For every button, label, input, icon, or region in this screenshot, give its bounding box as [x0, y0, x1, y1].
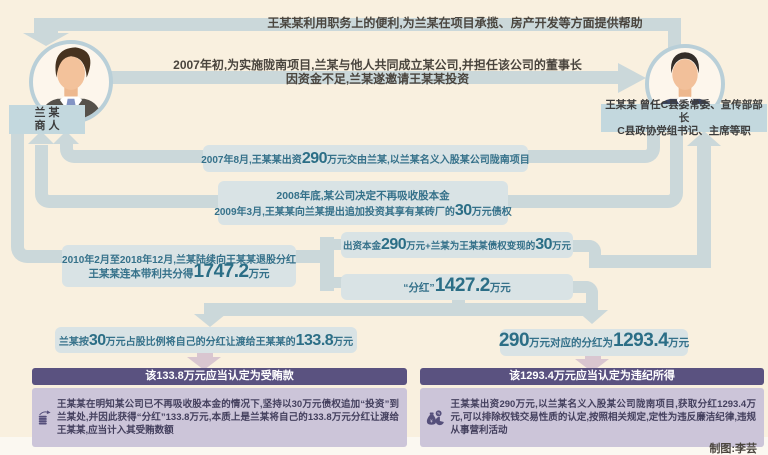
- event-debt-box: 2008年底,某公司决定不再吸收股本金 2009年3月,王某某向兰某提出追加投资…: [214, 181, 512, 225]
- money-bag-pie-icon: ¥ %: [426, 409, 444, 425]
- event-invest-box: 2007年8月,王某某出资 290 万元交由兰某,以兰某名义入股某公司陇南项目: [201, 145, 530, 172]
- invite-flow-band: [100, 71, 618, 84]
- invite-flow-right-arrow-icon: [618, 63, 646, 93]
- help-flow-left-stub: [34, 18, 58, 35]
- wang-title-line1: 王某某 曾任C县委常委、宣传部部长: [605, 98, 763, 124]
- to-wang-arrow-shaft: [697, 146, 711, 268]
- payout-to-bracket-band: [295, 250, 325, 263]
- bracket-stub-dividend: [330, 277, 342, 288]
- verdict-bribe-text: 王某某在明知某公司已不再吸收股本金的情况下,坚持以30万元债权追加“投资”到兰某…: [56, 399, 399, 436]
- distribution-left-down-arrow-icon: [194, 314, 226, 327]
- dividend-text: “分红” 1427.2 万元: [403, 274, 511, 296]
- help-flow-band: [34, 18, 681, 31]
- bribe-down-arrow-icon: [187, 357, 221, 370]
- verdict-discipline-text: 王某某出资290万元,以兰某名义入股某公司陇南项目,获取分红1293.4万元,可…: [450, 399, 756, 436]
- distribution-right-bridge: [586, 300, 598, 310]
- verdict-bribe-body: 王某某在明知某公司已不再吸收股本金的情况下,坚持以30万元债权追加“投资”到兰某…: [32, 388, 407, 447]
- wang-title-line2: C县政协党组书记、主席等职: [617, 124, 751, 137]
- wang-name-box: 王某某 曾任C县委常委、宣传部部长 C县政协党组书记、主席等职: [601, 99, 767, 137]
- coin-stack-growth-icon: [38, 409, 51, 424]
- capital-text: 出资本金 290 万元+兰某为王某某债权变现的 30 万元: [342, 236, 572, 253]
- invite-flow-text: 2007年初,为实施陇南项目,兰某与他人共同成立某公司,并担任该公司的董事长 因…: [130, 58, 625, 86]
- verdict-panel-bribe: 该133.8万元应当认定为受贿款 王某某在明知某公司已不再吸收股本金的情况下,坚…: [32, 368, 407, 447]
- verdict-bribe-header: 该133.8万元应当认定为受贿款: [32, 368, 407, 385]
- capital-box: 出资本金 290 万元+兰某为王某某债权变现的 30 万元: [341, 232, 573, 258]
- verdict-discipline-header: 该1293.4万元应当认定为违纪所得: [420, 368, 764, 385]
- to-wang-up-arrow-icon: [687, 131, 721, 146]
- invite-flow-line1: 2007年初,为实施陇南项目,兰某与他人共同成立某公司,并担任该公司的董事长: [173, 58, 582, 72]
- lan-role: 商 人: [34, 119, 60, 132]
- credit-text: 制图:李芸: [709, 443, 757, 455]
- event-payout-box: 2010年2月至2018年12月,兰某陆续向王某某退股分红 王某某连本带利共分得…: [62, 245, 296, 287]
- verdict-panel-discipline: 该1293.4万元应当认定为违纪所得 ¥ % 王某某出资290万元,以兰某名义入…: [420, 368, 764, 447]
- dividend-box: “分红” 1427.2 万元: [341, 274, 573, 300]
- bracket-stub-capital: [330, 239, 342, 250]
- wang-to-invest-elbow: [528, 130, 660, 163]
- lan-name-box: 兰 某 商 人: [9, 105, 85, 134]
- bribe-share-text: 兰某按 30 万元占股比例将自己的分红让渡给王某某的 133.8 万元: [58, 331, 354, 349]
- debt-to-lan-elbow: [35, 145, 218, 208]
- invest-to-lan-elbow: [60, 141, 203, 163]
- help-flow-text: 王某某利用职务上的便利,为兰某在项目承揽、房产开发等方面提供帮助: [267, 16, 643, 30]
- lan-to-payout-elbow: [11, 131, 63, 263]
- svg-text:%: %: [437, 411, 440, 415]
- event-payout-total: 王某某连本带利共分得 1747.2 万元: [88, 261, 270, 282]
- svg-text:¥: ¥: [430, 418, 433, 423]
- verdict-discipline-body: ¥ % 王某某出资290万元,以兰某名义入股某公司陇南项目,获取分红1293.4…: [420, 388, 764, 447]
- distribution-band: [204, 303, 590, 316]
- legit-share-text: 290 万元对应的分红为 1293.4 万元: [498, 330, 690, 351]
- event-stop-text: 2008年底,某公司决定不再吸收股本金: [276, 190, 450, 202]
- bribe-share-box: 兰某按 30 万元占股比例将自己的分红让渡给王某某的 133.8 万元: [55, 327, 357, 353]
- event-payout-text: 2010年2月至2018年12月,兰某陆续向王某某退股分红: [62, 255, 296, 266]
- legit-arrow-stub: [585, 353, 601, 360]
- distribution-right-down-arrow-icon: [576, 310, 608, 324]
- dividend-bottom-stub: [452, 297, 465, 306]
- legit-share-box: 290 万元对应的分红为 1293.4 万元: [498, 329, 690, 356]
- event-invest-text: 2007年8月,王某某出资 290 万元交由兰某,以兰某名义入股某公司陇南项目: [201, 150, 530, 167]
- wang-to-debt-elbow: [508, 130, 683, 208]
- event-debt-text: 2009年3月,王某某向兰某提出追加投资其享有某砖厂的 30 万元债权: [214, 202, 512, 219]
- lan-name: 兰 某: [34, 106, 60, 119]
- capital-to-wang-band: [589, 255, 709, 268]
- bribe-arrow-stub: [197, 351, 213, 358]
- invite-flow-line2: 因资金不足,兰某遂邀请王某某投资: [285, 72, 470, 86]
- help-flow-right-stub: [668, 18, 681, 52]
